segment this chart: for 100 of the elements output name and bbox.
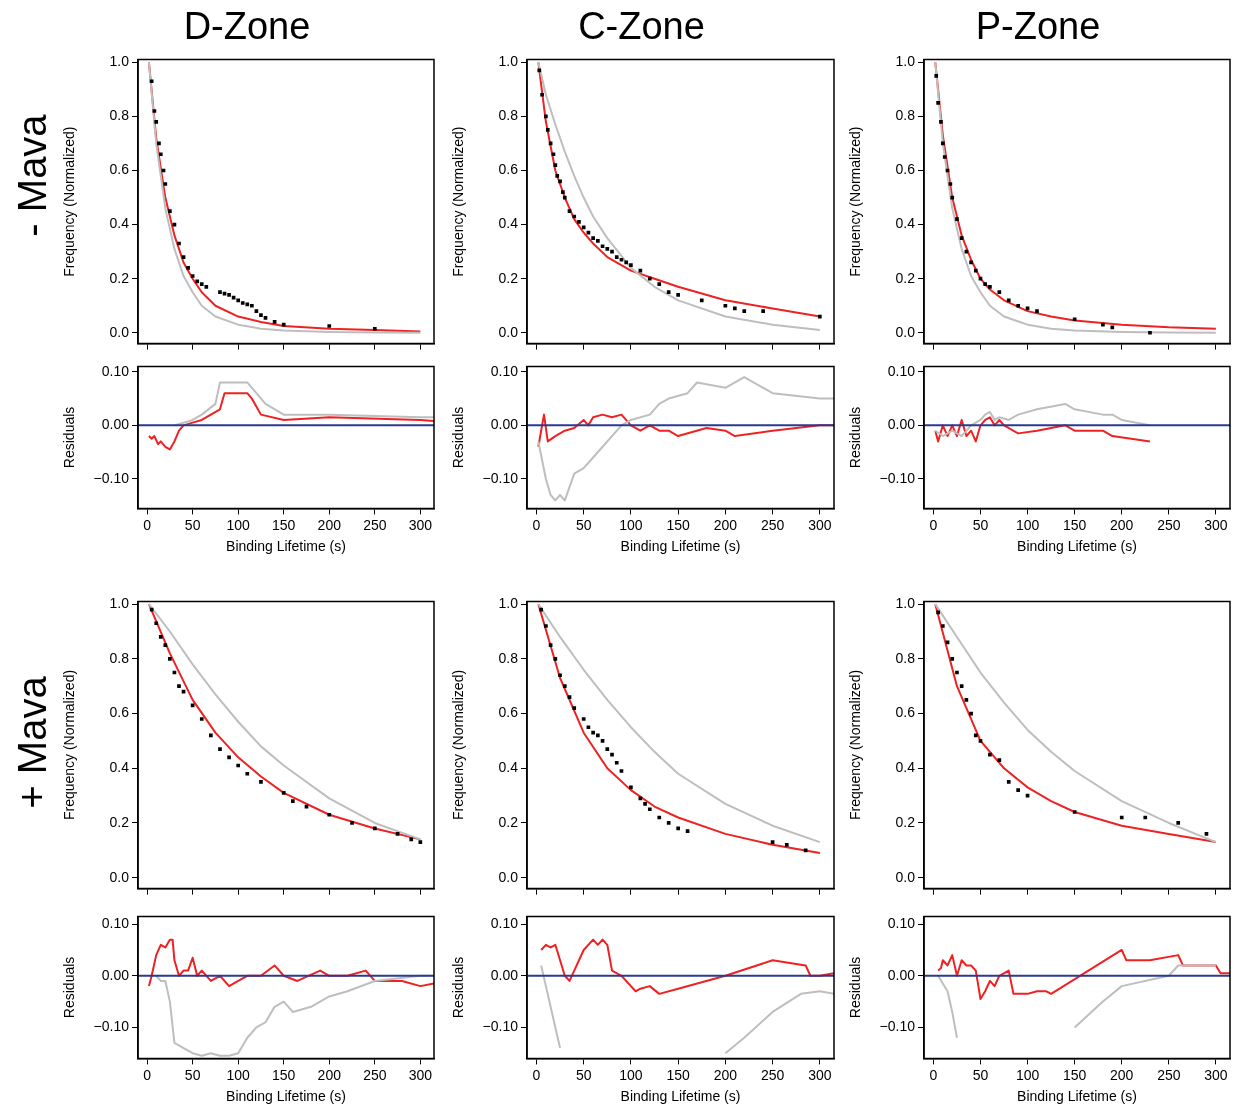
y-tick-label: 0.10 [887,915,916,931]
y-tick-label: 0.6 [498,704,519,721]
point [572,706,577,710]
point [259,313,263,318]
y-tick-label: 0.4 [498,759,519,776]
point [1176,821,1181,825]
y-tick-label: 1.0 [498,594,519,611]
x-axis-title: Binding Lifetime (s) [226,538,346,555]
point [657,282,662,286]
x-tick-label: 200 [317,1066,342,1083]
y-axis-title: Residuals [847,956,864,1019]
y-tick-label: 1.0 [109,594,130,611]
y-tick-label: 0.00 [490,966,519,983]
y-tick-label: 0.2 [498,813,519,830]
y-tick-label: 0.10 [101,915,130,931]
y-tick-label: 0.10 [101,362,130,379]
x-tick-label: 250 [760,516,785,533]
point [939,119,943,124]
text: - Mava [9,112,55,239]
point [558,179,562,184]
y-tick-label: 0.10 [490,362,519,379]
point [581,225,586,230]
point [605,747,610,751]
y-tick-label: 1.0 [895,594,916,611]
point [761,309,765,313]
point [676,293,680,297]
x-tick-label: 100 [226,516,251,533]
x-tick-label: 250 [1157,516,1181,533]
y-axis-title: Residuals [61,406,78,469]
y-tick-label: 0.0 [109,868,130,885]
point [240,301,245,305]
y-tick-label: −0.10 [482,469,519,486]
y-tick-label: 0.6 [109,704,130,721]
y-tick-label: −0.10 [879,1018,916,1035]
x-tick-label: 250 [1157,1066,1181,1083]
point [647,807,652,812]
point [803,848,808,853]
point [218,747,222,751]
x-axis-title: Binding Lifetime (s) [1017,1088,1137,1105]
y-tick-label: 1.0 [895,53,916,70]
x-tick-label: 250 [760,1066,785,1083]
x-tick-label: 0 [532,1066,541,1083]
x-tick-label: 100 [1015,516,1040,533]
point [281,791,286,795]
point [1016,303,1020,308]
point [555,174,560,178]
point [934,73,939,78]
point [163,182,168,186]
point [784,843,789,847]
point [199,282,204,286]
point [163,643,168,647]
y-tick-label: −0.10 [93,469,130,486]
y-tick-label: 0.0 [498,868,519,885]
y-tick-label: 0.00 [101,416,130,433]
point [940,624,945,628]
point [950,657,955,661]
y-tick-label: 0.00 [490,416,519,433]
point [350,821,354,825]
x-tick-label: 150 [1062,516,1087,533]
point [605,247,610,251]
point [327,324,332,328]
x-axis-title: Binding Lifetime (s) [226,1088,346,1105]
y-axis-title: Frequency (Normalized) [847,669,864,821]
y-tick-label: −0.10 [879,469,916,486]
y-tick-label: 0.4 [109,215,130,232]
point [959,684,964,689]
x-tick-label: 150 [272,1066,296,1083]
point [168,209,172,213]
point [596,238,600,243]
y-tick-label: 0.0 [109,323,130,340]
y-tick-label: 0.8 [895,649,916,666]
point [236,298,241,303]
chart-title: D-Zone [183,5,311,48]
x-tick-label: 200 [1110,1066,1134,1083]
point [540,92,544,97]
point [562,684,567,689]
point [245,771,250,776]
y-tick-label: 0.0 [895,323,916,340]
point [643,801,647,806]
point [545,128,550,132]
y-axis-title: Residuals [450,956,467,1019]
y-axis-title: Frequency (Normalized) [450,126,467,277]
y-tick-label: 0.2 [109,813,130,830]
y-tick-label: 0.00 [887,966,916,983]
x-tick-label: 0 [929,1066,938,1083]
y-tick-label: 0.2 [895,813,916,830]
y-axis-title: Residuals [61,956,78,1019]
x-tick-label: 50 [184,516,201,533]
point [581,717,586,721]
point [204,284,209,289]
y-tick-label: 0.8 [498,649,519,666]
x-tick-label: 100 [619,516,643,533]
x-tick-label: 0 [143,1066,152,1083]
y-tick-label: 0.2 [498,269,519,286]
y-axis-title: Frequency (Normalized) [61,669,78,821]
point [942,155,947,159]
y-axis-title: Residuals [847,406,864,469]
point [168,657,172,661]
point [1035,309,1039,313]
x-tick-label: 300 [808,1066,832,1083]
